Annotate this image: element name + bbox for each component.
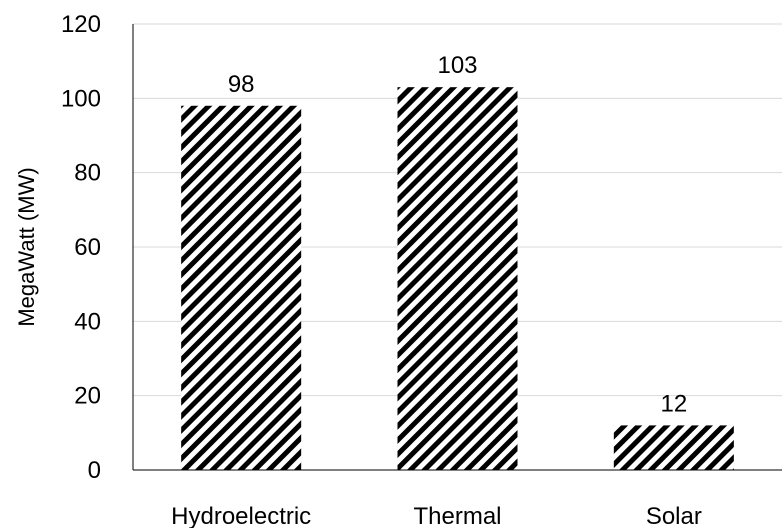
y-tick-label-0: 0 — [88, 457, 101, 484]
y-tick-label-120: 120 — [61, 11, 101, 38]
axes — [132, 24, 782, 471]
bars — [181, 87, 734, 471]
data-labels: 98 103 12 — [228, 52, 687, 417]
y-tick-label-100: 100 — [61, 85, 101, 112]
x-tick-labels: Hydroelectric Thermal Solar — [171, 503, 702, 528]
x-tick-label-solar: Solar — [646, 503, 702, 528]
y-axis-title: MegaWatt (MW) — [14, 167, 39, 326]
y-tick-label-20: 20 — [74, 383, 101, 410]
bar-thermal — [397, 87, 518, 470]
y-tick-label-80: 80 — [74, 160, 101, 187]
bar-solar — [613, 425, 734, 470]
x-tick-label-thermal: Thermal — [413, 503, 501, 528]
y-tick-label-40: 40 — [74, 308, 101, 335]
data-label-thermal: 103 — [437, 52, 477, 79]
y-tick-label-60: 60 — [74, 234, 101, 261]
data-label-solar: 12 — [660, 390, 687, 417]
bar-hydroelectric — [181, 105, 302, 471]
data-label-hydroelectric: 98 — [228, 71, 255, 98]
x-tick-label-hydroelectric: Hydroelectric — [171, 503, 311, 528]
y-tick-labels: 0 20 40 60 80 100 120 — [61, 11, 101, 484]
